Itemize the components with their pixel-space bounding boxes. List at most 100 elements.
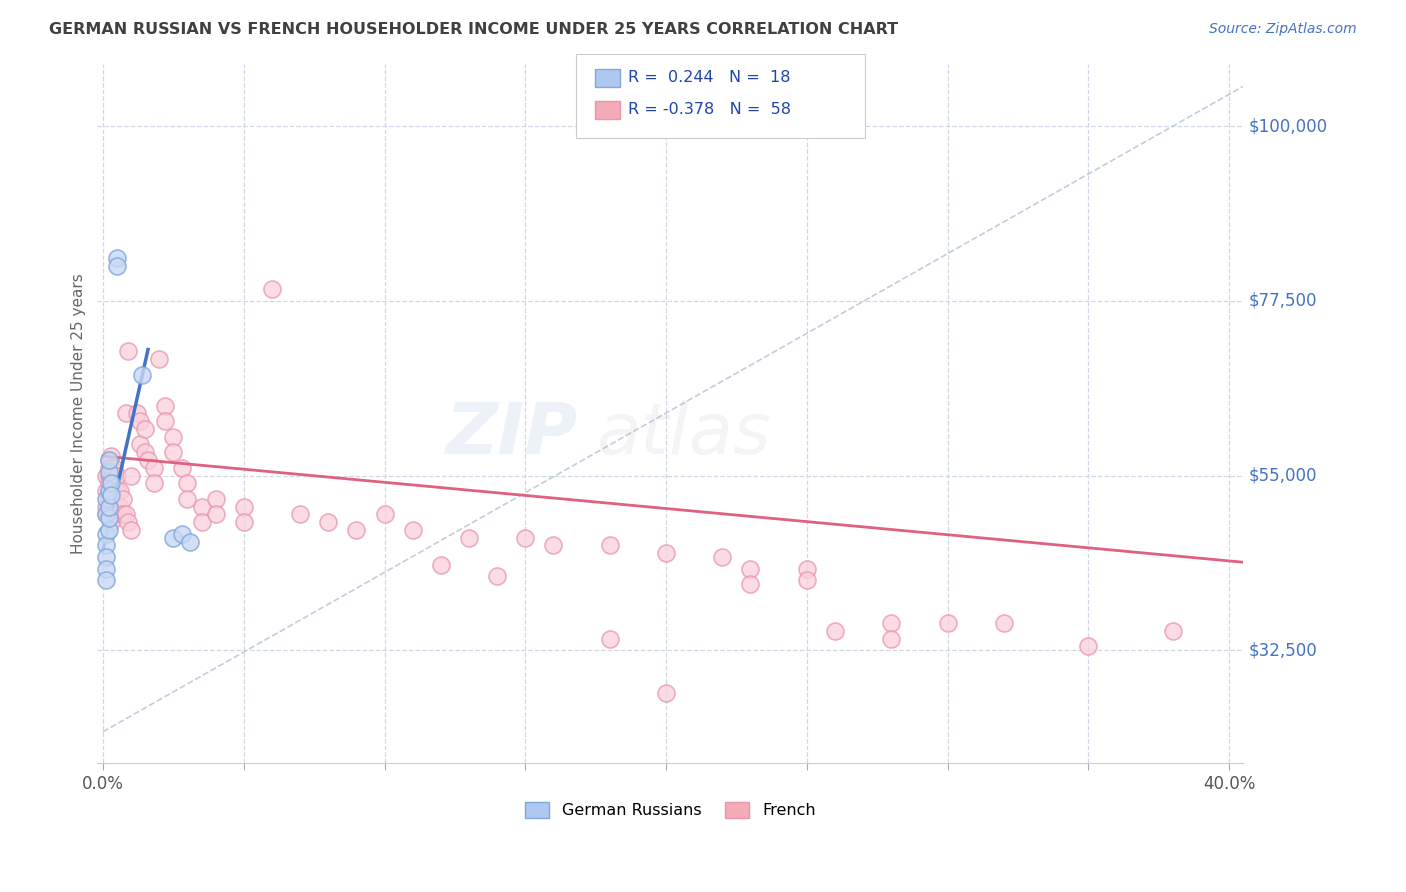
Point — [162, 445, 184, 459]
Point — [134, 422, 156, 436]
Point — [176, 491, 198, 506]
Point — [97, 523, 120, 537]
Point — [142, 476, 165, 491]
Point — [316, 515, 339, 529]
Point — [170, 526, 193, 541]
Point — [105, 251, 128, 265]
Text: $55,000: $55,000 — [1249, 467, 1317, 484]
Point — [94, 526, 117, 541]
Point — [97, 484, 120, 499]
Point — [97, 468, 120, 483]
Text: atlas: atlas — [596, 400, 770, 469]
Point — [288, 508, 311, 522]
Point — [94, 549, 117, 564]
Point — [401, 523, 423, 537]
Point — [204, 508, 226, 522]
Point — [114, 508, 136, 522]
Point — [105, 468, 128, 483]
Point — [655, 546, 678, 560]
Point — [134, 445, 156, 459]
Point — [1077, 640, 1099, 654]
Point — [97, 476, 120, 491]
Point — [142, 460, 165, 475]
Point — [94, 484, 117, 499]
Text: $77,500: $77,500 — [1249, 292, 1317, 310]
Point — [100, 491, 122, 506]
Point — [111, 491, 134, 506]
Point — [458, 531, 481, 545]
Point — [94, 508, 117, 522]
Point — [599, 632, 621, 646]
Point — [740, 577, 762, 591]
Point — [740, 562, 762, 576]
Y-axis label: Householder Income Under 25 years: Householder Income Under 25 years — [72, 273, 86, 554]
Point — [100, 515, 122, 529]
Point — [100, 484, 122, 499]
Point — [103, 460, 125, 475]
Point — [190, 500, 212, 514]
Point — [260, 282, 283, 296]
Point — [97, 453, 120, 467]
Point — [176, 476, 198, 491]
Point — [97, 511, 120, 525]
Text: R =  0.244   N =  18: R = 0.244 N = 18 — [628, 70, 792, 85]
Point — [94, 500, 117, 514]
Point — [97, 500, 120, 514]
Point — [880, 615, 903, 630]
Point — [103, 491, 125, 506]
Point — [880, 632, 903, 646]
Point — [100, 449, 122, 463]
Point — [120, 468, 142, 483]
Point — [105, 484, 128, 499]
Point — [97, 465, 120, 479]
Point — [114, 406, 136, 420]
Point — [204, 491, 226, 506]
Point — [125, 406, 148, 420]
Point — [94, 508, 117, 522]
Point — [103, 476, 125, 491]
Point — [94, 491, 117, 506]
Point — [148, 352, 170, 367]
Point — [100, 488, 122, 502]
Point — [232, 500, 254, 514]
Point — [179, 534, 201, 549]
Point — [796, 574, 818, 588]
Point — [117, 515, 139, 529]
Point — [94, 574, 117, 588]
Point — [936, 615, 959, 630]
Point — [97, 453, 120, 467]
Point — [136, 453, 159, 467]
Point — [100, 472, 122, 486]
Point — [128, 437, 150, 451]
Point — [100, 476, 122, 491]
Point — [100, 503, 122, 517]
Point — [190, 515, 212, 529]
Point — [796, 562, 818, 576]
Point — [100, 460, 122, 475]
Point — [97, 491, 120, 506]
Point — [232, 515, 254, 529]
Text: GERMAN RUSSIAN VS FRENCH HOUSEHOLDER INCOME UNDER 25 YEARS CORRELATION CHART: GERMAN RUSSIAN VS FRENCH HOUSEHOLDER INC… — [49, 22, 898, 37]
Point — [430, 558, 453, 572]
Point — [105, 500, 128, 514]
Point — [153, 399, 176, 413]
Point — [108, 500, 131, 514]
Point — [599, 538, 621, 552]
Point — [655, 686, 678, 700]
Point — [162, 531, 184, 545]
Point — [108, 484, 131, 499]
Point — [94, 538, 117, 552]
Point — [711, 549, 734, 564]
Point — [94, 562, 117, 576]
Point — [162, 430, 184, 444]
Text: Source: ZipAtlas.com: Source: ZipAtlas.com — [1209, 22, 1357, 37]
Point — [97, 460, 120, 475]
Point — [117, 344, 139, 359]
Point — [344, 523, 367, 537]
Point — [543, 538, 565, 552]
Legend: German Russians, French: German Russians, French — [519, 796, 823, 825]
Point — [993, 615, 1015, 630]
Text: ZIP: ZIP — [446, 400, 579, 469]
Point — [373, 508, 395, 522]
Text: $100,000: $100,000 — [1249, 117, 1329, 136]
